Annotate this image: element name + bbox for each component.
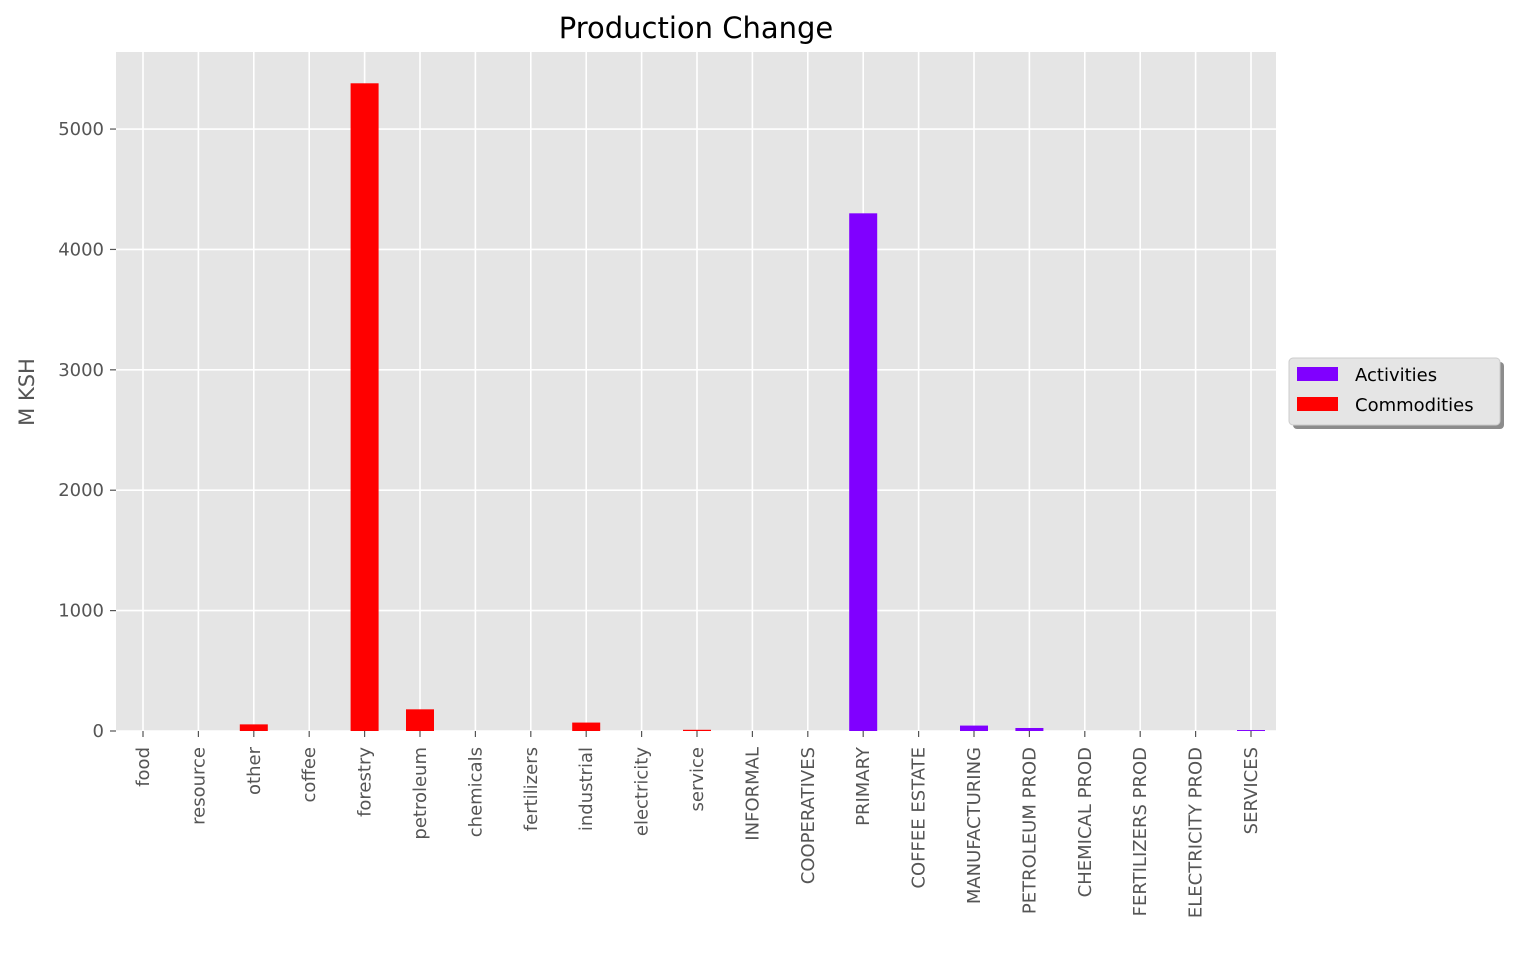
x-tick-label: other — [244, 746, 265, 795]
chart-title: Production Change — [559, 11, 834, 45]
x-tick-label: COOPERATIVES — [798, 747, 819, 884]
gridlines — [116, 52, 1276, 732]
y-tick-label: 0 — [93, 721, 104, 742]
bar-activities-manufacturing — [960, 725, 988, 731]
x-tick-label: PETROLEUM PROD — [1019, 747, 1040, 914]
x-tick-labels: food resource other coffee forestry petroleum… — [133, 731, 1262, 918]
x-tick-label: FERTILIZERS PROD — [1130, 747, 1151, 916]
x-tick-label: PRIMARY — [853, 746, 874, 826]
x-tick-label: COFFEE ESTATE — [909, 747, 930, 889]
bar-commodities-forestry — [350, 83, 379, 732]
x-tick-label: service — [687, 747, 708, 811]
x-tick-label: forestry — [355, 747, 376, 817]
x-tick-label: food — [133, 747, 154, 787]
x-tick-label: ELECTRICITY PROD — [1186, 747, 1207, 918]
bar-commodities-service — [683, 729, 711, 731]
x-tick-label: chemicals — [465, 747, 486, 837]
bar-activities-petroleum-prod — [1015, 727, 1044, 731]
bar-activities-services — [1237, 730, 1265, 731]
bars — [239, 83, 1265, 732]
bar-commodities-industrial — [572, 722, 601, 731]
bar-commodities-other — [239, 724, 268, 731]
y-tick-labels: 0 1000 2000 3000 4000 5000 — [58, 119, 116, 742]
bar-activities-primary — [849, 213, 878, 731]
legend-label-activities: Activities — [1355, 365, 1437, 386]
y-axis-label: M KSH — [15, 358, 39, 426]
plot-area-background — [116, 52, 1276, 731]
x-tick-label: coffee — [299, 747, 320, 802]
x-tick-label: MANUFACTURING — [964, 747, 985, 904]
x-tick-label: INFORMAL — [742, 747, 763, 841]
y-tick-label: 5000 — [58, 119, 104, 140]
y-tick-label: 4000 — [58, 239, 104, 260]
legend-swatch-commodities — [1297, 397, 1338, 411]
x-tick-label: CHEMICAL PROD — [1075, 747, 1096, 897]
bar-commodities-petroleum — [406, 709, 434, 731]
x-tick-label: resource — [188, 747, 209, 825]
y-tick-label: 3000 — [58, 360, 104, 381]
y-tick-label: 2000 — [58, 480, 104, 501]
x-tick-label: petroleum — [410, 747, 431, 840]
x-tick-label: SERVICES — [1241, 747, 1262, 834]
x-tick-label: electricity — [632, 747, 653, 836]
x-tick-label: fertilizers — [521, 747, 542, 831]
legend-swatch-activities — [1297, 367, 1338, 381]
legend-label-commodities: Commodities — [1355, 395, 1474, 416]
legend-box — [1288, 357, 1501, 426]
x-tick-label: industrial — [576, 747, 597, 831]
legend: Activities Commodities — [1288, 357, 1504, 429]
y-tick-label: 1000 — [58, 601, 104, 622]
